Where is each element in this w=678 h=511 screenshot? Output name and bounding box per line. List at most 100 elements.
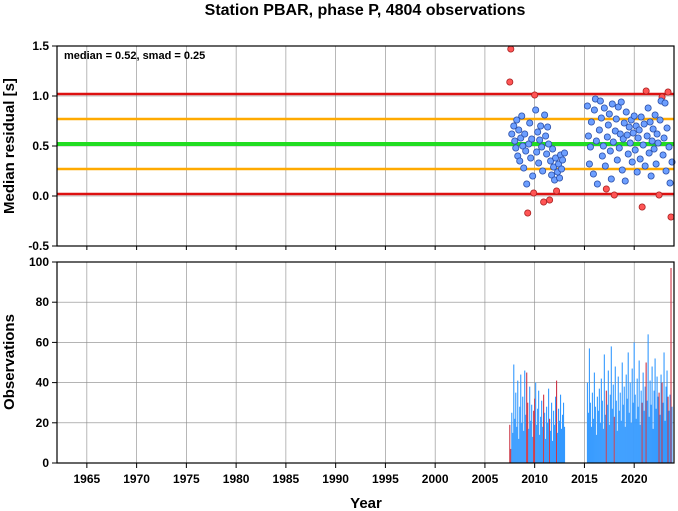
residual-point: [631, 146, 639, 154]
y-tick-label: 0.0: [32, 189, 49, 203]
residual-point: [593, 180, 601, 188]
residual-point: [547, 157, 555, 165]
residual-point: [561, 149, 569, 157]
x-tick-label: 2010: [521, 472, 548, 486]
residual-point: [622, 108, 630, 116]
y-tick-label: 100: [29, 255, 49, 269]
residual-point: [543, 150, 551, 158]
x-tick-label: 1990: [322, 472, 349, 486]
residual-point: [666, 179, 674, 187]
residual-point: [605, 110, 613, 118]
residual-point: [621, 177, 629, 185]
residual-point: [550, 163, 558, 171]
stats-annotation: median = 0.52, smad = 0.25: [64, 50, 205, 62]
residual-point: [608, 100, 616, 108]
residual-y-ticks: -0.5 0.0 0.5 1.0 1.5: [28, 39, 57, 253]
residual-point: [529, 172, 537, 180]
residual-point: [651, 111, 659, 119]
year-x-axis-label: Year: [350, 495, 382, 511]
residual-point: [665, 143, 673, 151]
residual-point: [653, 130, 661, 138]
residual-point: [624, 150, 632, 158]
residual-panel: -0.5 0.0 0.5 1.0 1.5 median = 0.52, smad = 0…: [1, 39, 676, 253]
residual-point: [583, 102, 591, 110]
residual-point: [553, 187, 561, 195]
residual-point: [585, 160, 593, 168]
residual-point: [644, 104, 652, 112]
residual-point: [652, 160, 660, 168]
residual-point: [531, 91, 539, 99]
residual-point: [530, 189, 538, 197]
residual-point: [614, 103, 622, 111]
residual-point: [587, 118, 595, 126]
y-tick-label: 1.5: [32, 39, 49, 53]
residual-point: [552, 154, 560, 162]
residual-point: [637, 113, 645, 121]
residual-point: [638, 203, 646, 211]
residual-point: [590, 106, 598, 114]
observations-plot-area: [57, 262, 674, 463]
y-tick-label: -0.5: [28, 239, 49, 253]
residual-point: [647, 172, 655, 180]
residual-point: [662, 167, 670, 175]
residual-point: [556, 174, 564, 182]
residual-point: [584, 132, 592, 140]
residual-point: [586, 143, 594, 151]
residual-point: [507, 45, 515, 53]
residual-point: [615, 144, 623, 152]
residual-point: [548, 171, 556, 179]
residual-point: [599, 142, 607, 150]
residual-point: [600, 104, 608, 112]
residual-point: [510, 122, 518, 130]
x-tick-label: 1995: [372, 472, 399, 486]
residual-point: [628, 158, 636, 166]
residual-point: [654, 139, 662, 147]
residual-point: [506, 78, 514, 86]
residual-point: [633, 168, 641, 176]
residual-point: [645, 149, 653, 157]
residual-point: [629, 129, 637, 137]
residual-point: [620, 119, 628, 127]
observations-y-axis-label: Observations: [1, 314, 18, 410]
observations-panel: 0 20 40 60 80 100 1965 1970 1975 1980 1985 1990 199…: [1, 255, 675, 511]
residual-point: [639, 141, 647, 149]
residual-point: [655, 191, 663, 199]
x-tick-label: 2015: [571, 472, 598, 486]
residual-point: [656, 116, 664, 124]
residual-point: [642, 87, 650, 95]
residual-point: [513, 116, 521, 124]
y-tick-label: 0.5: [32, 139, 49, 153]
x-tick-label: 1970: [123, 472, 150, 486]
residual-point: [535, 159, 543, 167]
residual-point: [649, 125, 657, 133]
residual-point: [664, 88, 672, 96]
residual-point: [640, 120, 648, 128]
residual-point: [636, 155, 644, 163]
residual-point: [508, 130, 516, 138]
residual-point: [542, 132, 550, 140]
residual-point: [592, 137, 600, 145]
x-tick-label: 2000: [422, 472, 449, 486]
residual-point: [623, 131, 631, 139]
x-tick-label: 1965: [74, 472, 101, 486]
residual-point: [533, 148, 541, 156]
residual-point: [611, 127, 619, 135]
residual-point: [643, 132, 651, 140]
residual-point: [516, 157, 524, 165]
y-tick-label: 0: [42, 456, 49, 470]
observations-y-ticks: 0 20 40 60 80 100: [29, 255, 57, 470]
residual-points: [506, 45, 676, 221]
residual-point: [589, 170, 597, 178]
residual-point: [612, 115, 620, 123]
residual-point: [597, 114, 605, 122]
residual-point: [523, 180, 531, 188]
residual-point: [538, 143, 546, 151]
residual-point: [524, 209, 532, 217]
residual-point: [520, 164, 528, 172]
chart-title: Station PBAR, phase P, 4804 observations: [205, 2, 526, 19]
residual-point: [521, 130, 529, 138]
residual-point: [518, 112, 526, 120]
y-tick-label: 60: [36, 335, 50, 349]
residual-point: [534, 128, 542, 136]
residual-point: [626, 139, 634, 147]
